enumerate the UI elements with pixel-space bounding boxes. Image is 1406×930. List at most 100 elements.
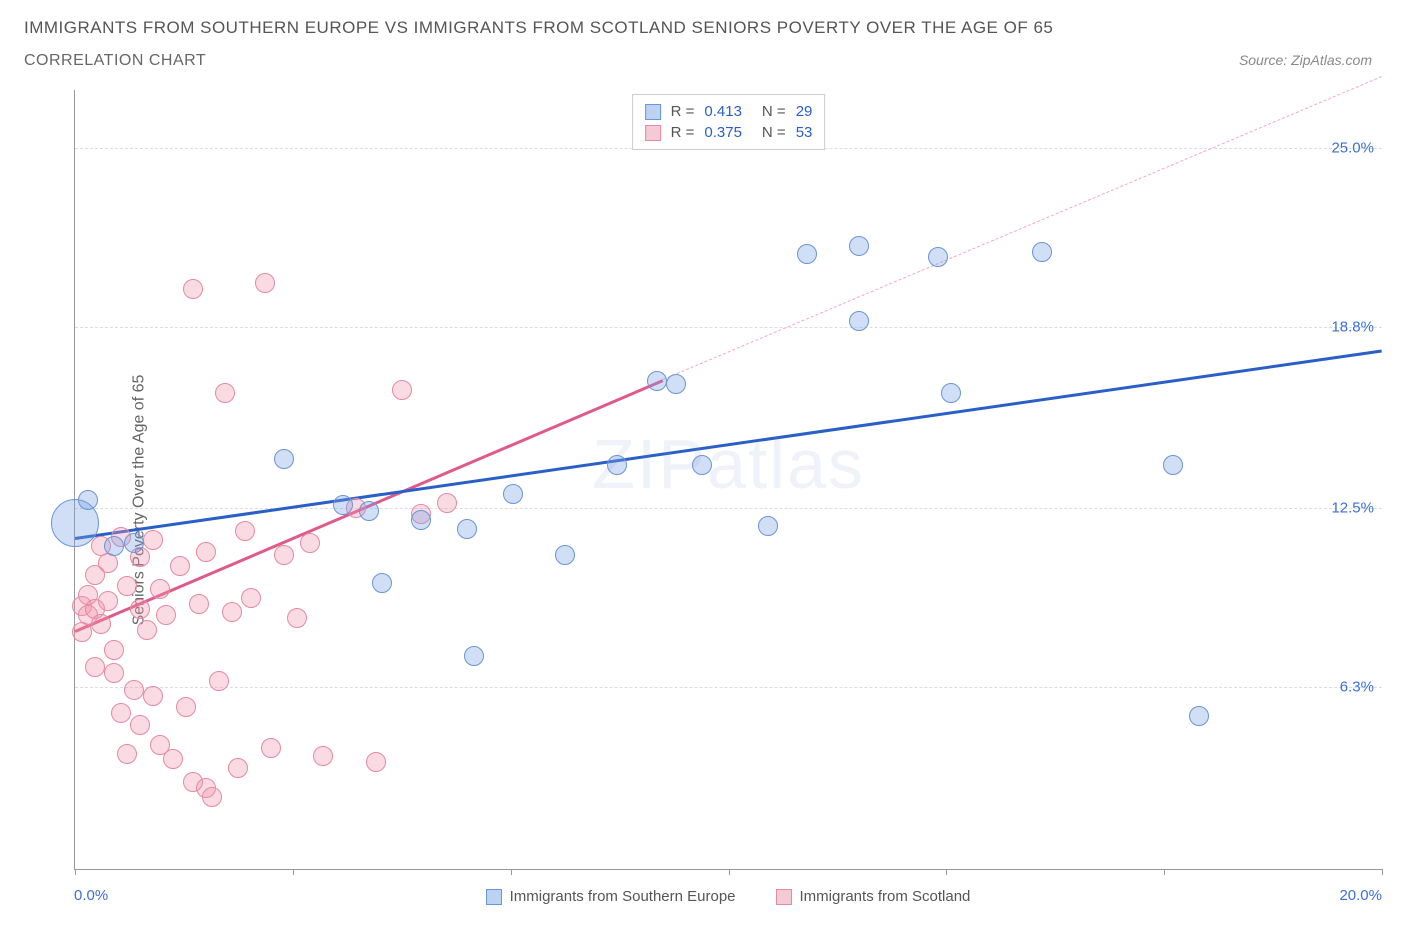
y-tick-label: 18.8%: [1331, 318, 1374, 335]
scatter-point: [117, 744, 137, 764]
scatter-point: [457, 519, 477, 539]
scatter-point: [163, 749, 183, 769]
plot-region: ZIPatlas R = 0.413 N = 29 R = 0.375 N = …: [74, 90, 1382, 870]
r-value-a: 0.413: [704, 103, 742, 120]
scatter-point: [333, 495, 353, 515]
scatter-point: [941, 383, 961, 403]
scatter-point: [176, 697, 196, 717]
legend-item-b: Immigrants from Scotland: [776, 888, 971, 905]
scatter-point: [1032, 242, 1052, 262]
scatter-point: [313, 746, 333, 766]
n-label: N =: [762, 124, 786, 141]
scatter-point: [464, 646, 484, 666]
scatter-point: [666, 374, 686, 394]
watermark: ZIPatlas: [592, 424, 865, 504]
scatter-point: [85, 657, 105, 677]
scatter-point: [130, 599, 150, 619]
scatter-point: [372, 573, 392, 593]
gridline: [75, 327, 1382, 328]
trend-line: [75, 350, 1382, 540]
chart-title: IMMIGRANTS FROM SOUTHERN EUROPE VS IMMIG…: [24, 18, 1382, 38]
scatter-point: [124, 533, 144, 553]
scatter-point: [555, 545, 575, 565]
scatter-point: [170, 556, 190, 576]
scatter-point: [287, 608, 307, 628]
scatter-point: [124, 680, 144, 700]
scatter-point: [98, 591, 118, 611]
scatter-point: [503, 484, 523, 504]
x-tick: [729, 869, 730, 875]
scatter-point: [196, 542, 216, 562]
scatter-point: [91, 614, 111, 634]
scatter-point: [411, 510, 431, 530]
scatter-point: [241, 588, 261, 608]
scatter-point: [143, 530, 163, 550]
n-value-a: 29: [796, 103, 813, 120]
scatter-point: [150, 579, 170, 599]
legend-item-a: Immigrants from Southern Europe: [486, 888, 736, 905]
swatch-a-icon: [486, 889, 502, 905]
scatter-point: [117, 576, 137, 596]
n-label: N =: [762, 103, 786, 120]
scatter-point: [261, 738, 281, 758]
y-tick-label: 25.0%: [1331, 139, 1374, 156]
scatter-point: [849, 311, 869, 331]
series-legend: Immigrants from Southern Europe Immigran…: [74, 888, 1382, 905]
x-tick: [75, 869, 76, 875]
scatter-point: [104, 536, 124, 556]
header: IMMIGRANTS FROM SOUTHERN EUROPE VS IMMIG…: [0, 0, 1406, 70]
r-label: R =: [671, 103, 695, 120]
stats-legend: R = 0.413 N = 29 R = 0.375 N = 53: [632, 94, 826, 150]
scatter-point: [366, 752, 386, 772]
scatter-point: [797, 244, 817, 264]
scatter-point: [647, 371, 667, 391]
scatter-point: [1163, 455, 1183, 475]
x-tick: [946, 869, 947, 875]
scatter-point: [104, 640, 124, 660]
legend-label-a: Immigrants from Southern Europe: [510, 888, 736, 905]
swatch-b-icon: [776, 889, 792, 905]
x-tick: [511, 869, 512, 875]
scatter-point: [130, 715, 150, 735]
scatter-point: [78, 490, 98, 510]
gridline: [75, 687, 1382, 688]
chart-subtitle: CORRELATION CHART: [24, 52, 206, 70]
scatter-point: [392, 380, 412, 400]
scatter-point: [849, 236, 869, 256]
x-tick: [1382, 869, 1383, 875]
scatter-point: [692, 455, 712, 475]
scatter-point: [758, 516, 778, 536]
scatter-point: [1189, 706, 1209, 726]
scatter-point: [274, 449, 294, 469]
scatter-point: [143, 686, 163, 706]
scatter-point: [189, 594, 209, 614]
scatter-point: [437, 493, 457, 513]
legend-label-b: Immigrants from Scotland: [800, 888, 971, 905]
scatter-point: [228, 758, 248, 778]
scatter-point: [300, 533, 320, 553]
scatter-point: [274, 545, 294, 565]
scatter-point: [72, 622, 92, 642]
scatter-point: [359, 501, 379, 521]
y-tick-label: 6.3%: [1340, 679, 1374, 696]
y-tick-label: 12.5%: [1331, 500, 1374, 517]
scatter-point: [104, 663, 124, 683]
scatter-point: [183, 279, 203, 299]
swatch-b-icon: [645, 125, 661, 141]
x-tick: [293, 869, 294, 875]
scatter-point: [202, 787, 222, 807]
scatter-point: [607, 455, 627, 475]
scatter-point: [235, 521, 255, 541]
scatter-point: [222, 602, 242, 622]
r-label: R =: [671, 124, 695, 141]
stats-row-b: R = 0.375 N = 53: [645, 122, 813, 143]
x-axis-labels: 0.0% Immigrants from Southern Europe Imm…: [74, 880, 1382, 910]
scatter-point: [255, 273, 275, 293]
source-label: Source: ZipAtlas.com: [1239, 52, 1382, 68]
scatter-point: [156, 605, 176, 625]
chart-area: Seniors Poverty Over the Age of 65 ZIPat…: [24, 90, 1382, 910]
stats-row-a: R = 0.413 N = 29: [645, 101, 813, 122]
scatter-point: [928, 247, 948, 267]
scatter-point: [209, 671, 229, 691]
x-tick: [1164, 869, 1165, 875]
